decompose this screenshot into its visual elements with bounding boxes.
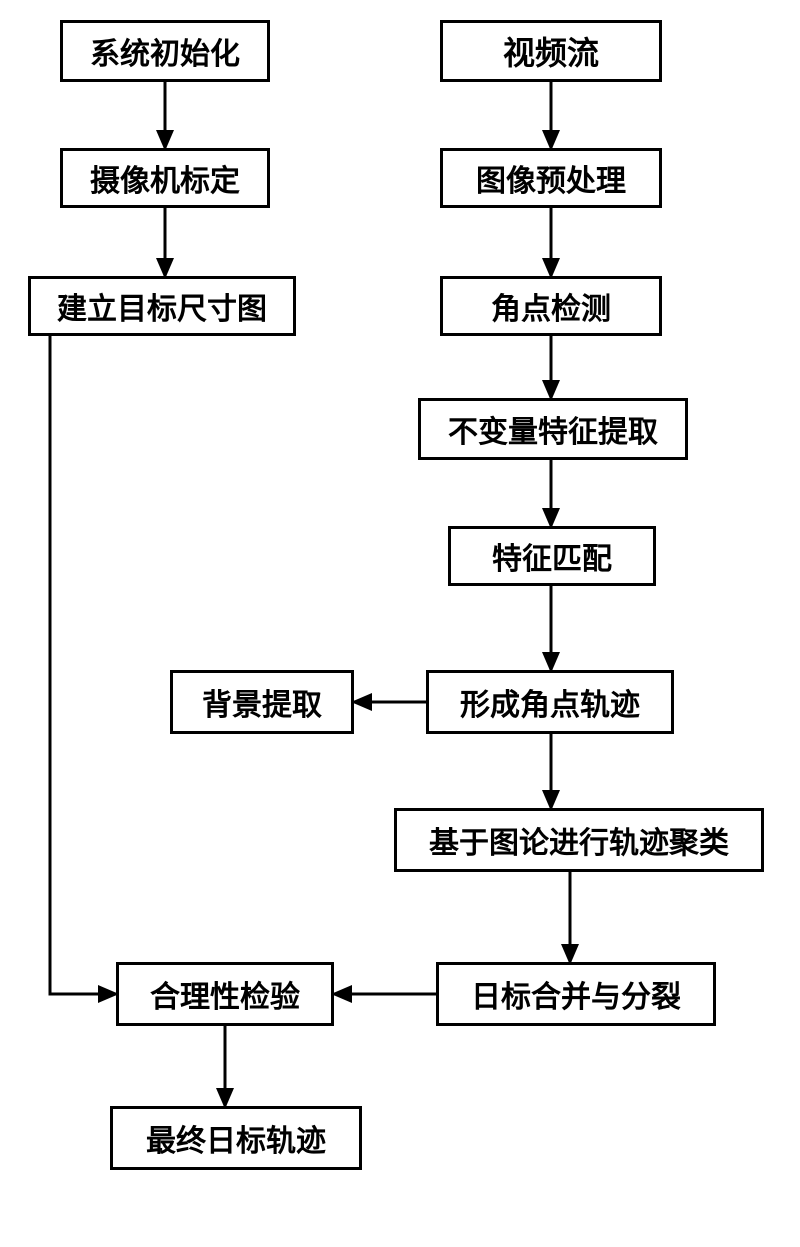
flowchart-canvas: 系统初始化摄像机标定建立目标尺寸图 视频流图像预处理角点检测不变量特征提取特征匹配… xyxy=(0,0,800,1247)
flow-node-n9: 形成角点轨迹 xyxy=(426,670,674,734)
flow-node-label: 视频流 xyxy=(503,28,599,74)
flow-node-label: 建立目标尺寸图 xyxy=(57,284,267,328)
flow-node-label: 系统初始化 xyxy=(90,29,240,73)
flow-node-label: 最终日标轨迹 xyxy=(146,1116,326,1160)
flow-node-n2: 摄像机标定 xyxy=(60,148,270,208)
flow-node-label: 日标合并与分裂 xyxy=(471,972,681,1016)
flow-node-label: 背景提取 xyxy=(202,680,322,724)
flow-node-label: 不变量特征提取 xyxy=(448,407,658,451)
flow-node-label: 图像预处理 xyxy=(476,156,626,200)
flow-node-label: 形成角点轨迹 xyxy=(460,680,640,724)
flow-node-label: 基于图论进行轨迹聚类 xyxy=(429,818,729,862)
flow-node-label: 角点检测 xyxy=(491,284,611,328)
flow-node-n14: 最终日标轨迹 xyxy=(110,1106,362,1170)
flow-node-n3: 建立目标尺寸图 xyxy=(28,276,296,336)
flow-node-n1: 系统初始化 xyxy=(60,20,270,82)
flow-node-n5: 图像预处理 xyxy=(440,148,662,208)
flow-node-label: 合理性检验 xyxy=(150,972,300,1016)
flow-node-label: 摄像机标定 xyxy=(90,156,240,200)
flow-node-n12: 日标合并与分裂 xyxy=(436,962,716,1026)
flow-node-n10: 背景提取 xyxy=(170,670,354,734)
flow-node-n4: 视频流 xyxy=(440,20,662,82)
flow-node-label: 特征匹配 xyxy=(492,534,612,578)
flow-node-n11: 基于图论进行轨迹聚类 xyxy=(394,808,764,872)
flow-node-n7: 不变量特征提取 xyxy=(418,398,688,460)
flow-node-n8: 特征匹配 xyxy=(448,526,656,586)
flow-edge-11 xyxy=(50,336,116,994)
flow-node-n6: 角点检测 xyxy=(440,276,662,336)
flow-node-n13: 合理性检验 xyxy=(116,962,334,1026)
